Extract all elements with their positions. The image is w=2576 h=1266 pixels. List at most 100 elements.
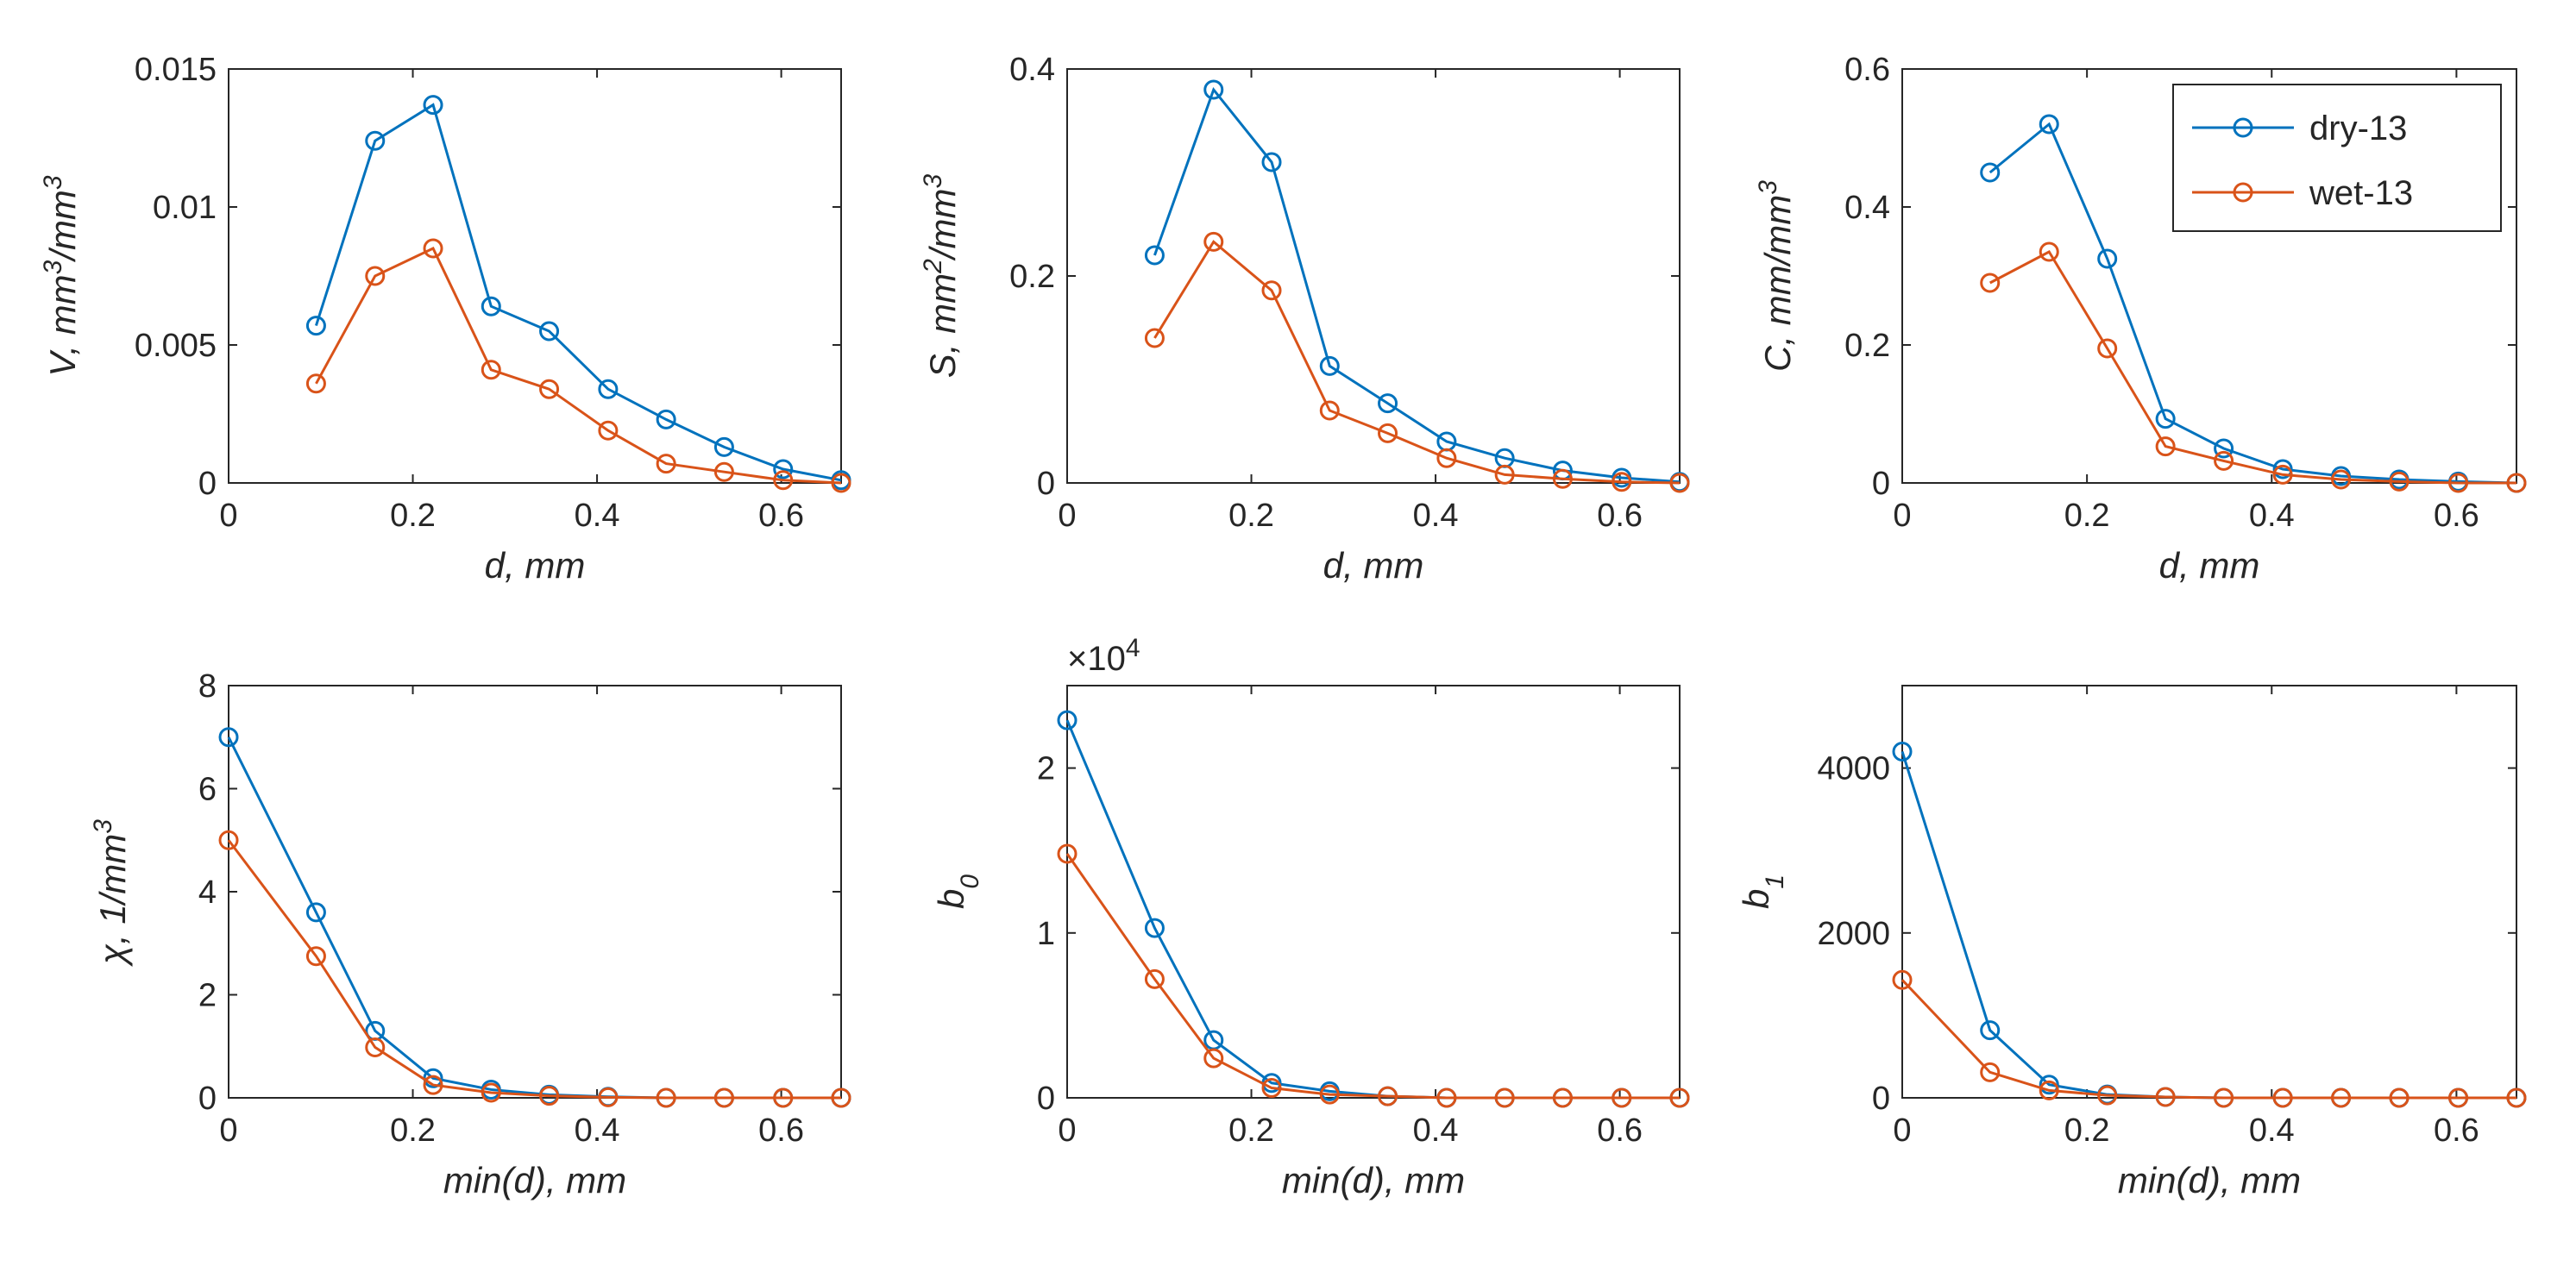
x-tick-label: 0.6 (758, 498, 804, 534)
data-point-wet-13 (2506, 1087, 2527, 1108)
legend-box (2172, 84, 2502, 232)
data-point-dry-13 (656, 409, 676, 429)
data-point-wet-13 (773, 470, 794, 491)
data-point-wet-13 (539, 1086, 560, 1106)
series-line-dry-13 (1153, 86, 1681, 484)
data-point-wet-13 (1436, 1087, 1457, 1108)
panel-chi: 0 0.2 0.4 0.6 0 2 4 6 8 min(d), mm χ, 1/mm3 (89, 668, 851, 1200)
x-tick-label: 0.2 (390, 1112, 436, 1149)
data-point-wet-13 (2389, 471, 2410, 492)
x-tick-label: 0.6 (1597, 1112, 1643, 1149)
series-line-dry-13 (1065, 719, 1680, 1100)
y-axis-label: S, mm2/mm3 (919, 174, 964, 379)
data-point-wet-13 (831, 1087, 851, 1108)
data-point-wet-13 (598, 1087, 619, 1107)
x-tick-label: 0.4 (575, 1112, 620, 1149)
x-axis-label: d, mm (2159, 545, 2260, 586)
y-tick-label: 0 (1037, 466, 1055, 502)
data-point-dry-13 (2272, 459, 2293, 479)
axes-box (228, 685, 842, 1099)
data-point-dry-13 (2039, 1075, 2059, 1095)
axes-box (228, 68, 842, 484)
x-tick-label: 0 (1058, 498, 1076, 534)
y-tick-label: 0.2 (1844, 328, 1890, 364)
data-point-dry-13 (539, 321, 560, 342)
data-point-dry-13 (2039, 114, 2059, 135)
data-point-wet-13 (1612, 472, 1632, 492)
y-axis-label: b1 (1736, 874, 1789, 909)
data-point-dry-13 (365, 130, 386, 151)
data-point-dry-13 (1980, 162, 2001, 183)
series-line-wet-13 (315, 247, 842, 485)
x-tick-label: 0.2 (2064, 498, 2110, 534)
data-point-wet-13 (773, 1087, 794, 1108)
data-point-dry-13 (305, 316, 326, 336)
x-axis-label: d, mm (1323, 545, 1424, 586)
data-point-wet-13 (1494, 464, 1515, 485)
data-point-dry-13 (1980, 1020, 2001, 1041)
data-point-dry-13 (1057, 710, 1078, 730)
y-tick-label: 0.2 (1009, 259, 1055, 295)
y-tick-label: 0 (1872, 466, 1890, 502)
x-tick-label: 0.6 (1597, 498, 1643, 534)
y-tick-label: 8 (198, 668, 217, 705)
data-point-dry-13 (1261, 152, 1282, 172)
series-line-dry-13 (314, 103, 842, 482)
x-tick-label: 0.4 (575, 498, 620, 534)
y-axis-label: χ, 1/mm3 (89, 819, 134, 968)
data-point-wet-13 (713, 1087, 734, 1108)
series-line-wet-13 (1065, 853, 1680, 1100)
data-point-wet-13 (305, 373, 326, 394)
data-point-wet-13 (1980, 1062, 2001, 1082)
series-line-dry-13 (1989, 122, 2517, 485)
y-tick-label: 0 (1037, 1081, 1055, 1117)
data-point-wet-13 (1980, 273, 2001, 293)
data-point-wet-13 (1057, 843, 1078, 864)
x-tick-label: 0 (219, 1112, 237, 1149)
data-point-wet-13 (2448, 1087, 2469, 1108)
y-axis-label: C, mm/mm3 (1754, 180, 1799, 372)
data-point-wet-13 (2272, 464, 2293, 485)
x-tick-label: 0.4 (1413, 498, 1459, 534)
y-axis-label: b0 (931, 874, 984, 909)
data-point-wet-13 (1669, 473, 1690, 493)
series-line-dry-13 (227, 736, 841, 1100)
data-point-wet-13 (713, 461, 734, 482)
data-point-wet-13 (2272, 1087, 2293, 1108)
panel-C: 0 0.2 0.4 0.6 0 0.2 0.4 0.6 d, mm C, mm/mm3 dry-13… (1754, 52, 2527, 586)
data-point-dry-13 (1378, 393, 1398, 414)
data-point-dry-13 (1144, 245, 1165, 266)
data-point-dry-13 (1319, 355, 1340, 376)
data-point-wet-13 (305, 946, 326, 967)
x-tick-label: 0.2 (2064, 1112, 2110, 1149)
data-point-wet-13 (2039, 241, 2059, 262)
data-point-wet-13 (2331, 469, 2352, 490)
data-point-wet-13 (1552, 468, 1573, 489)
y-tick-label: 0 (198, 1081, 217, 1117)
data-point-dry-13 (1892, 741, 1913, 761)
y-exponent-label: ×104 (1067, 634, 1140, 679)
data-point-wet-13 (2331, 1087, 2352, 1108)
data-point-wet-13 (1378, 1086, 1398, 1106)
data-point-dry-13 (2155, 409, 2176, 429)
data-point-wet-13 (2097, 338, 2118, 359)
data-point-wet-13 (218, 830, 239, 850)
data-point-wet-13 (1892, 969, 1913, 990)
series-line-wet-13 (1989, 250, 2516, 485)
data-point-dry-13 (598, 379, 619, 399)
data-point-dry-13 (1203, 79, 1224, 100)
panel-V: 0 0.2 0.4 0.6 0 0.005 0.01 0.015 d, mm V, mm3/mm3 (39, 52, 851, 586)
x-tick-label: 0.4 (2249, 498, 2295, 534)
series-line-wet-13 (227, 839, 841, 1100)
data-point-wet-13 (365, 266, 386, 286)
data-point-wet-13 (1203, 231, 1224, 252)
data-point-dry-13 (2214, 438, 2234, 459)
data-point-wet-13 (1144, 968, 1165, 989)
series-line-wet-13 (1901, 979, 2516, 1100)
x-tick-label: 0.6 (2434, 498, 2479, 534)
data-point-wet-13 (656, 1087, 676, 1108)
data-point-wet-13 (1261, 1078, 1282, 1099)
data-point-dry-13 (2097, 248, 2118, 269)
data-point-wet-13 (598, 420, 619, 441)
data-point-wet-13 (1203, 1048, 1224, 1069)
